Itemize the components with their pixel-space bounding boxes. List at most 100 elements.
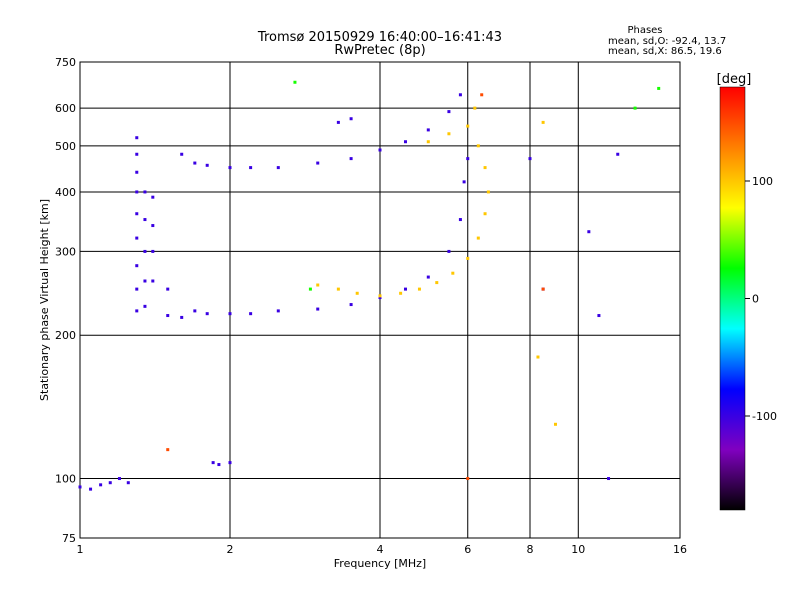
- data-point: [541, 120, 545, 124]
- stats-line-x: mean, sd,X: 86.5, 19.6: [608, 46, 722, 57]
- data-point: [143, 249, 147, 253]
- data-point: [616, 152, 620, 156]
- data-point: [633, 106, 637, 110]
- data-point: [451, 271, 455, 275]
- data-point: [126, 481, 130, 485]
- data-point: [117, 477, 121, 481]
- x-tick-label: 2: [227, 543, 234, 556]
- data-point: [447, 132, 451, 136]
- data-point: [486, 190, 490, 194]
- data-point: [228, 166, 232, 170]
- data-point: [466, 256, 470, 260]
- colorbar-tick-label: 0: [752, 293, 759, 306]
- data-point: [378, 148, 382, 152]
- data-point: [316, 161, 320, 165]
- data-point: [417, 287, 421, 291]
- y-tick-label: 400: [55, 186, 76, 199]
- data-point: [228, 461, 232, 465]
- data-point: [205, 163, 209, 167]
- data-point: [466, 157, 470, 161]
- data-point: [355, 291, 359, 295]
- data-point: [193, 161, 197, 165]
- data-point: [276, 309, 280, 313]
- data-point: [151, 224, 155, 228]
- y-axis-label: Stationary phase Virtual Height [km]: [38, 199, 51, 401]
- x-axis-ticks: 1 2 4 6 8 10 16: [77, 543, 688, 556]
- data-point: [135, 236, 139, 240]
- data-point: [166, 287, 170, 291]
- data-point: [480, 93, 484, 97]
- data-point: [135, 264, 139, 268]
- colorbar-label: [deg]: [717, 72, 752, 87]
- data-point: [349, 157, 353, 161]
- x-tick-label: 16: [673, 543, 687, 556]
- stats-heading: Phases: [627, 25, 662, 36]
- x-tick-label: 8: [527, 543, 534, 556]
- data-point: [143, 304, 147, 308]
- data-point: [99, 483, 103, 487]
- y-tick-label: 750: [55, 56, 76, 69]
- data-point: [166, 314, 170, 318]
- data-point: [211, 461, 215, 465]
- data-points: [78, 80, 661, 491]
- data-point: [135, 190, 139, 194]
- data-point: [462, 180, 466, 184]
- x-tick-label: 6: [464, 543, 471, 556]
- data-point: [536, 355, 540, 359]
- data-point: [426, 140, 430, 144]
- data-point: [180, 315, 184, 319]
- colorbar-ticks: 100 0 -100: [745, 175, 777, 423]
- data-point: [435, 281, 439, 285]
- data-point: [316, 307, 320, 311]
- data-point: [151, 279, 155, 283]
- data-point: [217, 463, 221, 467]
- data-point: [143, 279, 147, 283]
- y-tick-label: 200: [55, 329, 76, 342]
- data-point: [336, 287, 340, 291]
- data-point: [466, 124, 470, 128]
- data-point: [180, 152, 184, 156]
- data-point: [308, 287, 312, 291]
- data-point: [228, 312, 232, 316]
- data-point: [528, 157, 532, 161]
- data-point: [349, 303, 353, 307]
- data-point: [483, 212, 487, 216]
- data-point: [541, 287, 545, 291]
- data-point: [293, 80, 297, 84]
- data-point: [135, 136, 139, 140]
- y-tick-label: 600: [55, 102, 76, 115]
- data-point: [205, 312, 209, 316]
- data-point: [607, 477, 611, 481]
- grid-lines: [80, 62, 680, 538]
- chart-subtitle: RwPretec (8p): [334, 43, 425, 58]
- x-tick-label: 10: [571, 543, 585, 556]
- data-point: [483, 166, 487, 170]
- y-tick-label: 100: [55, 473, 76, 486]
- data-point: [108, 481, 112, 485]
- data-point: [458, 218, 462, 222]
- data-point: [143, 190, 147, 194]
- data-point: [466, 477, 470, 481]
- data-point: [378, 296, 382, 300]
- data-point: [403, 140, 407, 144]
- data-point: [597, 314, 601, 318]
- data-point: [135, 152, 139, 156]
- data-point: [349, 117, 353, 121]
- data-point: [447, 110, 451, 114]
- data-point: [447, 249, 451, 253]
- data-point: [426, 275, 430, 279]
- data-point: [135, 170, 139, 174]
- y-axis-ticks: 75 100 200 300 400 500 600 750: [55, 56, 76, 545]
- x-tick-label: 1: [77, 543, 84, 556]
- data-point: [135, 287, 139, 291]
- data-point: [476, 144, 480, 148]
- x-axis-label: Frequency [MHz]: [334, 557, 426, 570]
- y-tick-label: 500: [55, 140, 76, 153]
- colorbar: [719, 86, 746, 511]
- data-point: [78, 485, 82, 489]
- data-point: [399, 291, 403, 295]
- data-point: [151, 195, 155, 199]
- data-point: [193, 309, 197, 313]
- data-point: [378, 294, 382, 298]
